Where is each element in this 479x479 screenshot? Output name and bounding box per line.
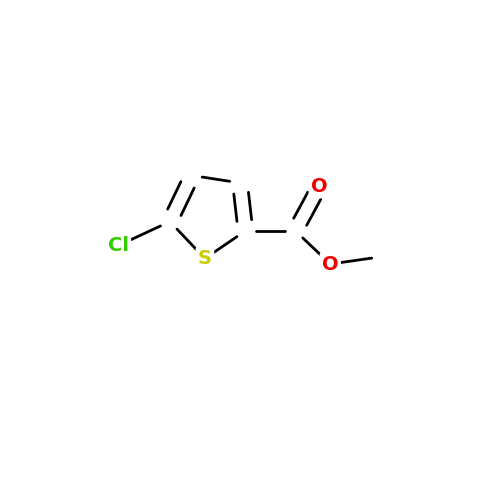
Text: S: S — [198, 249, 212, 268]
Text: O: O — [322, 254, 339, 274]
Text: O: O — [311, 177, 328, 196]
Text: Cl: Cl — [108, 236, 129, 255]
